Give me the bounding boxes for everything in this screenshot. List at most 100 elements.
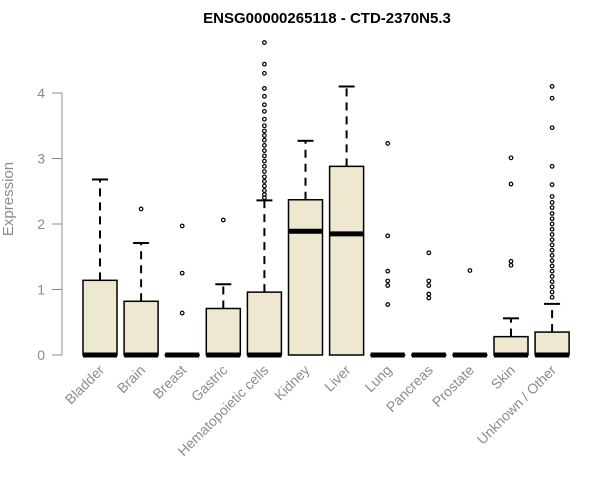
outlier-point [262,70,267,76]
outlier-point [549,95,555,101]
outlier-point [262,163,267,169]
outlier-point [467,268,473,273]
outlier-point [385,302,391,307]
y-tick-label: 2 [37,216,45,232]
x-tick-label: Skin [488,362,519,393]
outlier-point [549,205,555,211]
outlier-point [262,116,267,122]
box-body [534,331,570,356]
outlier-point [262,169,267,175]
box-hematopoietic-cells [246,40,283,358]
outlier-point [549,237,555,243]
outlier-point [549,247,555,253]
x-tick-label: Kidney [271,362,313,404]
box-body [82,279,118,356]
outlier-point [262,183,267,189]
outlier-point [262,86,267,91]
box-body [493,335,529,356]
outlier-point [385,141,391,146]
outlier-point [262,61,267,67]
box-lung [369,141,406,358]
outlier-point [426,295,432,301]
box-body [328,165,365,356]
x-tick-label: Bladder [62,362,108,408]
outlier-point [549,279,555,285]
outlier-point [508,181,514,187]
outlier-point [262,123,267,129]
outlier-point [549,242,555,248]
y-tick-label: 4 [37,85,45,101]
box-brain [123,206,159,358]
box-pancreas [411,250,447,358]
outlier-point [549,294,555,300]
y-tick-label: 0 [37,347,45,363]
outlier-point [426,250,432,256]
chart-title: ENSG00000265118 - CTD-2370N5.3 [203,10,451,27]
box-liver [328,85,365,356]
outlier-point [262,142,267,148]
outlier-point [549,221,555,227]
outlier-point [549,253,555,258]
outlier-point [262,158,267,164]
outlier-point [549,284,555,290]
x-tick-label: Breast [149,362,189,402]
box-kidney [287,139,324,356]
outlier-point [508,262,514,268]
box-prostate [452,268,488,358]
outlier-point [385,268,391,274]
outlier-point [426,291,432,297]
outlier-point [426,283,432,288]
outlier-point [549,274,555,279]
outlier-point [220,217,226,223]
outlier-point [549,84,555,89]
y-tick-label: 3 [37,151,45,167]
box-body [246,291,283,356]
outlier-point [549,125,555,131]
x-tick-label: Lung [361,362,394,395]
box-skin [493,155,529,358]
outlier-point [262,153,267,159]
outlier-point [549,232,555,237]
outlier-point [549,216,555,222]
outlier-point [262,137,267,143]
outlier-point [549,258,555,264]
outlier-point [262,174,267,180]
outlier-point [262,128,267,134]
outlier-point [179,223,185,229]
x-tick-label: Brain [114,362,148,396]
outlier-point [262,40,267,45]
outlier-point [385,278,391,284]
box-gastric [205,217,242,358]
outlier-point [179,270,185,276]
outlier-point [549,226,555,232]
outlier-point [549,289,555,295]
outlier-point [179,310,185,316]
outlier-point [549,194,555,199]
outlier-point [262,188,267,193]
outlier-point [262,148,267,154]
outlier-point [385,233,391,239]
outlier-point [549,182,555,188]
outlier-point [138,206,144,212]
box-body [287,199,324,356]
box-bladder [82,178,118,358]
outlier-point [262,93,267,99]
outlier-point [508,155,514,161]
outlier-point [549,211,555,216]
outlier-point [262,102,267,108]
outlier-point [549,163,555,169]
x-tick-label: Liver [321,362,354,395]
outlier-point [262,195,267,201]
y-tick-label: 1 [37,282,45,298]
outlier-point [262,179,267,184]
box-series [82,40,570,358]
y-axis: 0 1 2 3 4 [37,85,63,363]
outlier-point [508,258,514,264]
outlier-point [549,199,555,205]
outlier-point [262,133,267,138]
outlier-point [549,268,555,274]
outlier-point [262,108,267,114]
outlier-point [549,263,555,269]
box-unknown-other [534,84,570,358]
